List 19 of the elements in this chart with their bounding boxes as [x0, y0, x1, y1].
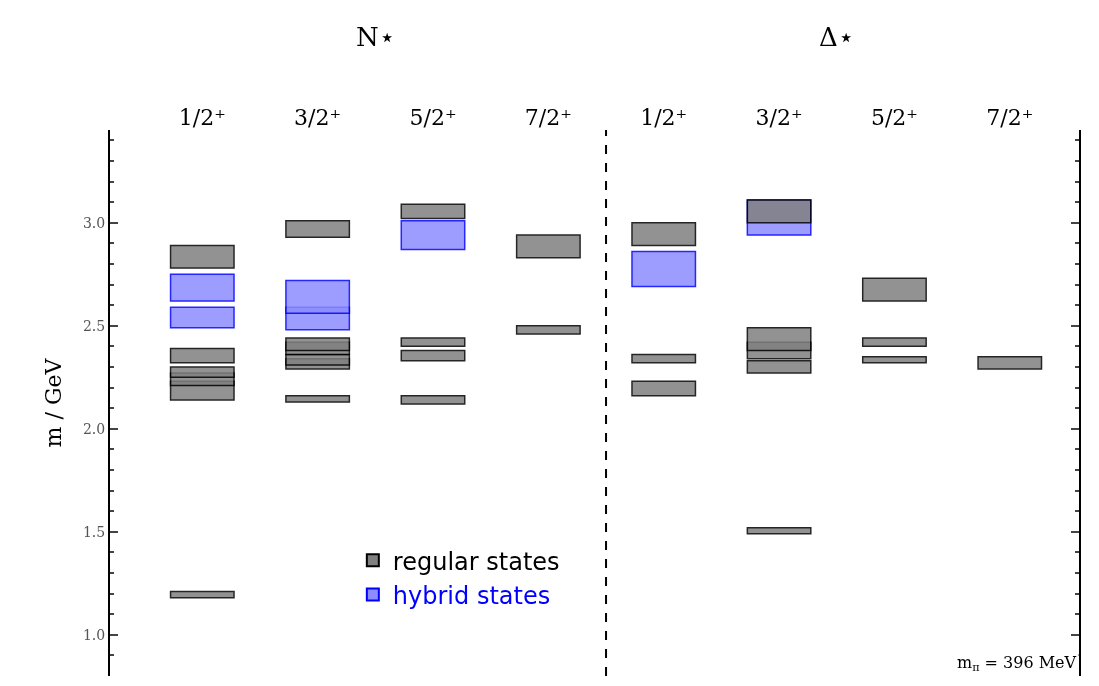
y-tick-label: 1.0 [82, 626, 106, 643]
x-tick-label: 5/2⁺ [409, 104, 457, 130]
y-tick-label: 3.0 [82, 214, 106, 231]
y-axis-title: m / GeV [41, 357, 67, 448]
x-tick-label: 3/2⁺ [294, 104, 342, 130]
legend-label: hybrid states [392, 581, 551, 610]
x-tick-label: 7/2⁺ [524, 104, 572, 130]
x-tick-label: 1/2⁺ [640, 104, 688, 130]
text: N⋆ [356, 22, 395, 52]
y-tick-label: 1.5 [82, 523, 106, 540]
text: Δ⋆ [819, 22, 854, 52]
x-tick-label: 5/2⁺ [870, 104, 918, 130]
x-tick-label: 7/2⁺ [986, 104, 1034, 130]
x-tick-label: 3/2⁺ [755, 104, 803, 130]
legend-label: regular states [392, 547, 560, 576]
y-tick-label: 2.5 [82, 317, 106, 334]
annotation: m$_{π}$ = 396 MeV [957, 653, 1077, 675]
x-tick-label: 1/2⁺ [178, 104, 226, 130]
y-tick-label: 2.0 [82, 420, 106, 437]
